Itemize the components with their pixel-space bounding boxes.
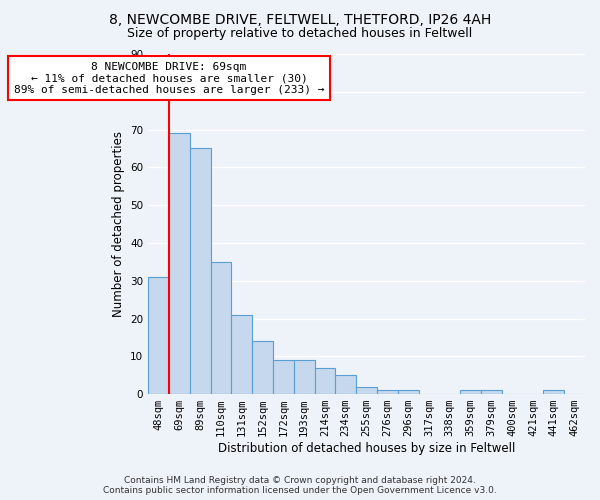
Bar [335,375,356,394]
Y-axis label: Number of detached properties: Number of detached properties [112,131,125,317]
Bar [169,134,190,394]
Bar [314,368,335,394]
Bar [190,148,211,394]
Bar [356,386,377,394]
Bar [398,390,419,394]
Bar [460,390,481,394]
Bar [294,360,314,394]
Bar [232,314,252,394]
Bar [481,390,502,394]
Bar [211,262,232,394]
Bar [273,360,294,394]
Text: 8 NEWCOMBE DRIVE: 69sqm
← 11% of detached houses are smaller (30)
89% of semi-de: 8 NEWCOMBE DRIVE: 69sqm ← 11% of detache… [14,62,324,95]
Text: Contains HM Land Registry data © Crown copyright and database right 2024.
Contai: Contains HM Land Registry data © Crown c… [103,476,497,495]
Bar [377,390,398,394]
Text: 8, NEWCOMBE DRIVE, FELTWELL, THETFORD, IP26 4AH: 8, NEWCOMBE DRIVE, FELTWELL, THETFORD, I… [109,12,491,26]
Bar [252,341,273,394]
Text: Size of property relative to detached houses in Feltwell: Size of property relative to detached ho… [127,28,473,40]
Bar [544,390,564,394]
Bar [148,277,169,394]
X-axis label: Distribution of detached houses by size in Feltwell: Distribution of detached houses by size … [218,442,515,455]
